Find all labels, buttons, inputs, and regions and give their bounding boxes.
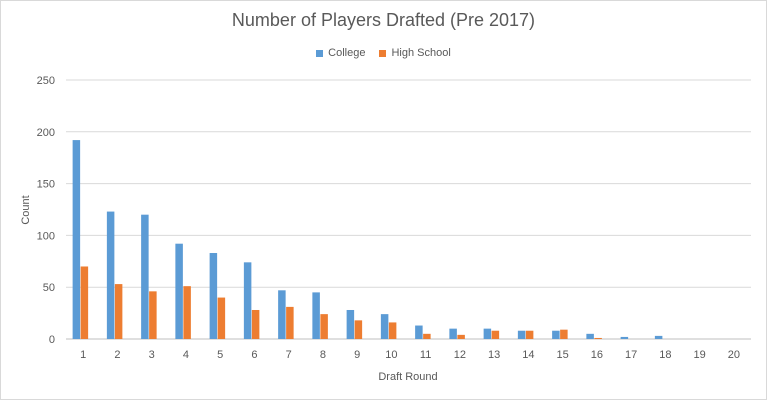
bar-high-school xyxy=(149,291,157,339)
bar-high-school xyxy=(560,329,568,339)
x-tick-label: 5 xyxy=(217,349,223,361)
x-tick-label: 15 xyxy=(557,349,569,361)
bar-high-school xyxy=(354,320,363,339)
bar-high-school xyxy=(183,286,191,339)
bar-high-school xyxy=(594,337,602,339)
bar-college xyxy=(209,253,218,339)
x-tick-label: 13 xyxy=(488,349,500,361)
y-tick-label: 100 xyxy=(37,230,55,242)
x-tick-label: 7 xyxy=(286,349,292,361)
bar-college xyxy=(243,262,252,339)
x-tick-labels: 1 2 3 4 5 6 7 8 9 10 11 12 13 14 15 16 17 18 19 20 xyxy=(80,349,740,361)
legend-item-college: College xyxy=(316,47,365,59)
x-axis-title: Draft Round xyxy=(378,371,437,383)
bar-high-school xyxy=(320,314,328,339)
x-tick-label: 4 xyxy=(183,349,189,361)
x-tick-label: 1 xyxy=(80,349,86,361)
legend-label-high-school: High School xyxy=(391,47,451,59)
bar-high-school xyxy=(491,330,500,339)
bar-high-school xyxy=(114,284,123,339)
bar-college xyxy=(586,333,594,339)
legend-label-college: College xyxy=(328,47,366,59)
bar-high-school xyxy=(423,333,431,339)
bar-college xyxy=(312,292,320,339)
bar-college xyxy=(552,330,560,339)
legend-item-high-school: High School xyxy=(379,47,451,59)
x-tick-label: 18 xyxy=(659,349,671,361)
bar-high-school xyxy=(217,297,226,339)
y-tick-label: 50 xyxy=(43,282,55,294)
y-tick-label: 250 xyxy=(37,75,55,87)
x-tick-label: 6 xyxy=(251,349,257,361)
x-tick-label: 9 xyxy=(354,349,360,361)
y-tick-label: 200 xyxy=(37,127,55,139)
bar-college xyxy=(380,314,389,339)
y-tick-label: 0 xyxy=(49,334,55,346)
x-tick-label: 14 xyxy=(522,349,534,361)
bar-high-school xyxy=(388,322,397,339)
x-tick-label: 16 xyxy=(591,349,603,361)
bar-college xyxy=(654,335,663,339)
bar-college xyxy=(106,211,115,339)
x-tick-label: 2 xyxy=(114,349,120,361)
x-tick-label: 20 xyxy=(728,349,740,361)
chart-title: Number of Players Drafted (Pre 2017) xyxy=(231,10,536,30)
x-tick-label: 3 xyxy=(149,349,155,361)
bar-college xyxy=(72,140,81,339)
legend-swatch-high-school xyxy=(379,49,387,57)
bar-high-school xyxy=(525,330,534,339)
legend-swatch-college xyxy=(316,49,324,57)
legend: College High School xyxy=(0,47,767,59)
bar-college xyxy=(141,214,149,339)
bar-college xyxy=(620,336,629,339)
bar-college xyxy=(517,330,526,339)
x-tick-label: 12 xyxy=(454,349,466,361)
bar-college xyxy=(449,328,457,339)
x-tick-label: 17 xyxy=(625,349,637,361)
bar-high-school xyxy=(80,266,89,339)
bar-high-school xyxy=(286,306,294,339)
y-tick-labels: 0 50 100 150 200 250 xyxy=(37,75,55,346)
bar-college xyxy=(483,328,492,339)
x-tick-label: 10 xyxy=(385,349,397,361)
y-tick-label: 150 xyxy=(37,179,55,191)
x-tick-label: 8 xyxy=(320,349,326,361)
bar-college xyxy=(346,309,355,339)
x-tick-label: 11 xyxy=(420,349,431,361)
gridlines xyxy=(66,79,751,340)
bar-high-school xyxy=(251,309,260,339)
bar-college xyxy=(175,243,183,339)
y-axis-title: Count xyxy=(20,195,32,224)
bars xyxy=(72,140,663,339)
x-tick-label: 19 xyxy=(694,349,706,361)
bar-high-school xyxy=(457,334,465,339)
bar-college xyxy=(278,290,286,339)
bar-college xyxy=(415,325,423,339)
